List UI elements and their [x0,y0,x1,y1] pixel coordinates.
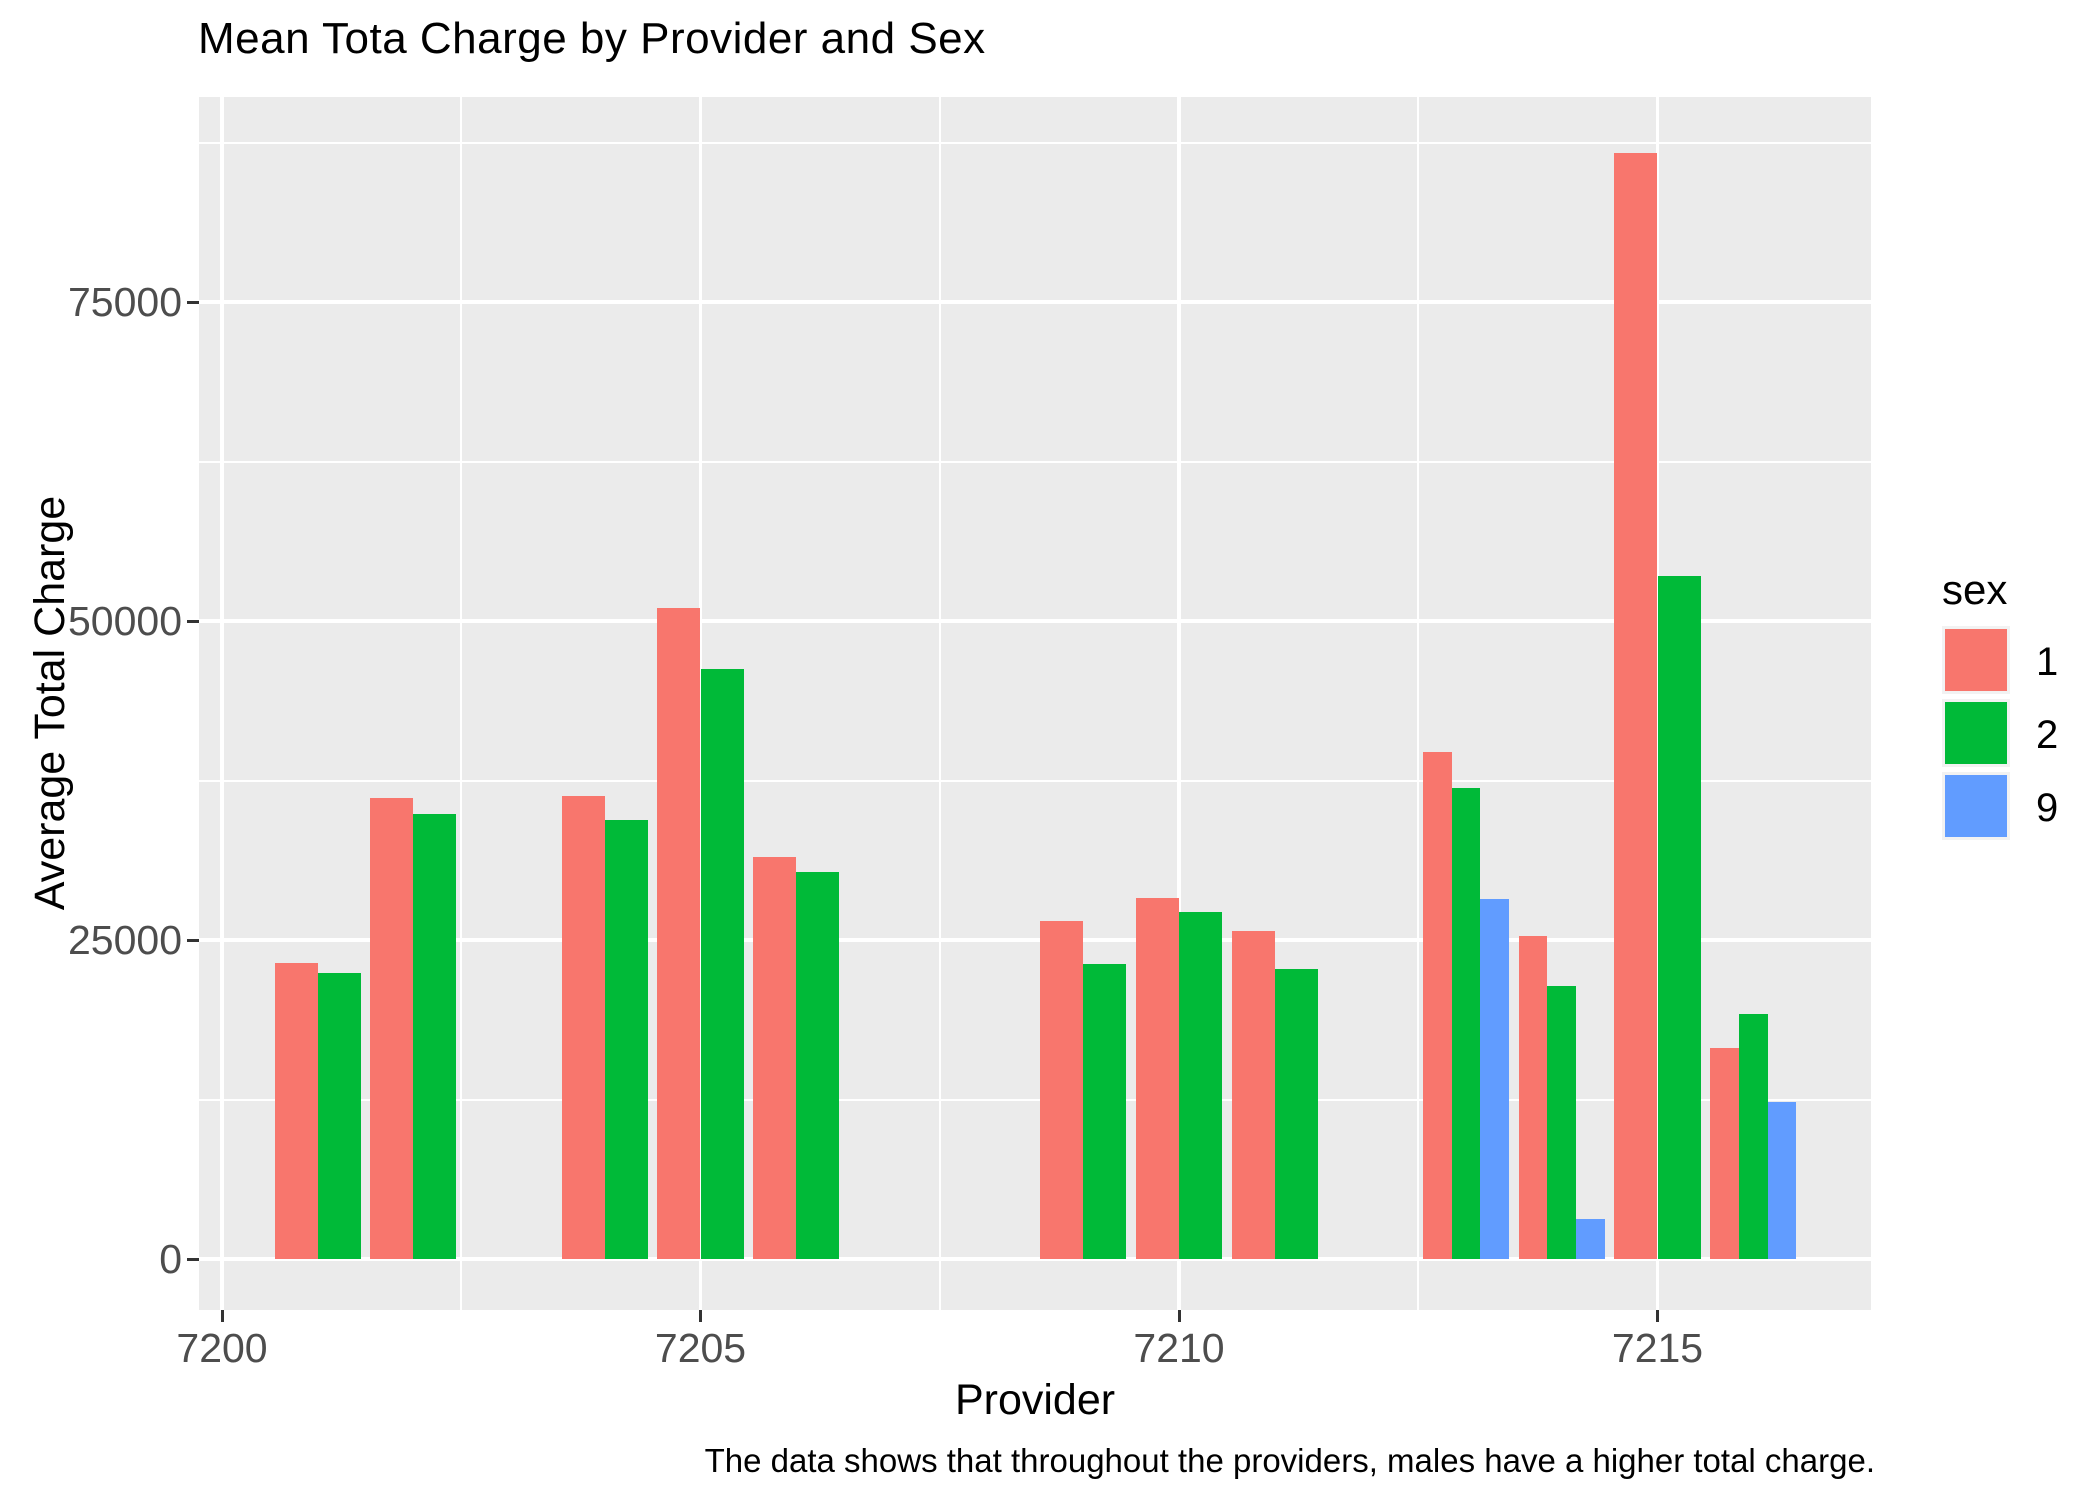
major-gridline-y [199,619,1871,623]
bar-provider-7209-sex-1 [1040,920,1084,1259]
y-tick [187,300,199,304]
chart-title: Mean Tota Charge by Provider and Sex [198,14,986,63]
bar-provider-7205-sex-2 [700,669,744,1259]
legend: sex 1 2 9 [1942,566,2058,845]
minor-gridline-y [199,1098,1871,1101]
minor-gridline-x [460,97,463,1310]
x-tick-label: 7210 [1133,1325,1225,1371]
bar-provider-7215-sex-2 [1657,576,1701,1259]
bar-provider-7213-sex-1 [1423,752,1452,1259]
legend-entry: 1 [1942,626,2058,699]
legend-key [1942,699,2010,767]
bar-provider-7206-sex-1 [753,857,797,1259]
y-axis-title: Average Total Charge [26,495,74,911]
bar-provider-7204-sex-2 [604,820,648,1259]
x-tick-label: 7205 [654,1325,747,1371]
legend-entry: 2 [1942,699,2058,772]
plot-panel [199,97,1871,1310]
y-tick [187,938,199,942]
minor-gridline-x [938,97,941,1310]
bar-provider-7216-sex-2 [1738,1014,1768,1259]
caption: The data shows that throughout the provi… [704,1442,1875,1479]
bar-provider-7214-sex-2 [1547,985,1577,1259]
major-gridline-y [199,1257,1871,1261]
legend-swatch-sex-2 [1945,702,2007,764]
bar-provider-7209-sex-2 [1083,964,1127,1259]
minor-gridline-y [199,460,1871,463]
bar-provider-7213-sex-9 [1480,899,1510,1259]
bar-provider-7206-sex-2 [796,872,840,1259]
bar-provider-7204-sex-1 [561,795,605,1259]
bar-provider-7215-sex-1 [1614,152,1658,1259]
y-tick-label: 0 [159,1236,182,1282]
bar-provider-7211-sex-1 [1231,931,1275,1259]
bar-provider-7210-sex-2 [1179,911,1223,1259]
x-tick [220,1310,224,1322]
major-gridline-x [1177,97,1181,1310]
bar-provider-7210-sex-1 [1135,897,1179,1259]
legend-key [1942,772,2010,840]
bar-provider-7213-sex-2 [1451,788,1481,1259]
minor-gridline-y [199,141,1871,144]
x-tick [1177,1310,1181,1322]
bar-provider-7214-sex-1 [1518,936,1548,1259]
legend-label: 9 [2036,786,2059,830]
bar-provider-7216-sex-1 [1710,1048,1739,1259]
minor-gridline-x [1417,97,1420,1310]
major-gridline-x [220,97,224,1310]
bar-provider-7214-sex-9 [1576,1219,1605,1259]
legend-swatch-sex-1 [1945,629,2007,691]
bar-provider-7211-sex-2 [1274,969,1318,1259]
major-gridline-y [199,300,1871,304]
legend-label: 2 [2036,713,2059,757]
minor-gridline-y [199,779,1871,782]
y-tick-label: 75000 [67,279,182,325]
x-tick [699,1310,702,1322]
bar-provider-7201-sex-1 [274,962,318,1259]
bar-provider-7201-sex-2 [317,973,361,1259]
legend-label: 1 [2036,640,2059,684]
x-tick-label: 7215 [1611,1325,1704,1371]
x-tick-label: 7200 [176,1325,268,1371]
legend-key [1942,626,2010,694]
y-tick-label: 50000 [67,598,182,644]
legend-entries: 1 2 9 [1942,626,2058,845]
bar-provider-7205-sex-1 [657,608,701,1259]
bar-provider-7216-sex-9 [1767,1102,1797,1259]
bar-provider-7202-sex-2 [413,813,457,1259]
y-tick [187,619,199,623]
x-tick [1656,1310,1659,1322]
legend-title: sex [1942,566,2008,613]
y-tick-label: 25000 [67,917,182,963]
legend-entry: 9 [1942,772,2058,845]
legend-swatch-sex-9 [1945,775,2007,837]
x-axis-title: Provider [954,1376,1116,1424]
y-tick [187,1257,199,1261]
major-gridline-y [199,938,1871,942]
bar-provider-7202-sex-1 [370,798,414,1259]
